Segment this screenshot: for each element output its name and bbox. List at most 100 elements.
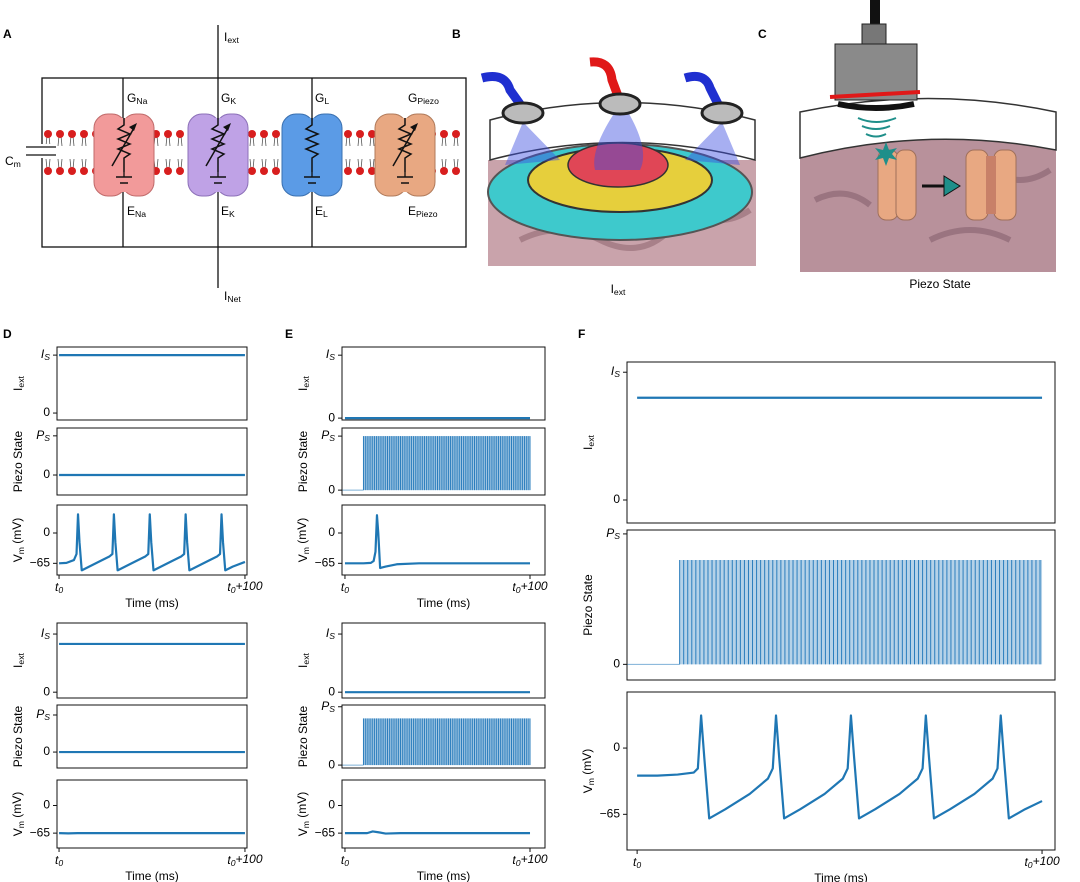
lipid-tail	[345, 135, 351, 170]
y-tick-label: 0	[43, 744, 50, 758]
y-axis-label: Vm (mV)	[10, 792, 26, 837]
reversal-label: EK	[221, 204, 235, 219]
lipid-tail	[441, 135, 447, 170]
transducer-neck	[861, 23, 887, 47]
y-tick-label-base: I	[41, 626, 45, 640]
reversal-label: EPiezo	[408, 204, 438, 219]
x-tick-label-base: t	[1024, 855, 1028, 869]
y-axis-label-sub: m	[301, 821, 311, 828]
y-tick-label-base: I	[326, 347, 330, 361]
capacitance-label-base: C	[5, 154, 14, 168]
y-axis-label: Iext	[11, 652, 26, 667]
y-tick-label-base: P	[321, 428, 329, 442]
y-tick-label: 0	[328, 684, 335, 698]
stimulus-star	[875, 142, 897, 166]
x-tick-label-sub: 0	[344, 585, 349, 595]
lipid-head	[164, 167, 172, 175]
lipid-tail	[153, 135, 159, 170]
lipid-tail	[261, 135, 267, 170]
y-tick-label: 0	[43, 525, 50, 539]
axes-frame	[341, 346, 546, 421]
resistor	[116, 118, 132, 172]
x-tick-label: t0+100	[512, 852, 547, 868]
lipid-head	[452, 130, 460, 138]
y-axis-label-base: V	[11, 554, 25, 562]
current-label-sub: Net	[227, 294, 241, 304]
reversal-label-sub: K	[229, 209, 235, 219]
lipid-head	[176, 167, 184, 175]
y-tick-label-sub: S	[329, 433, 335, 443]
lipid-tail	[45, 135, 51, 170]
y-axis-label: Piezo State	[581, 574, 595, 636]
lipid-head	[260, 167, 268, 175]
lipid-head	[452, 167, 460, 175]
axes-frame	[56, 622, 248, 699]
y-tick-label: 0	[43, 405, 50, 419]
lipid-tail	[369, 135, 375, 170]
x-tick-label-tail: +100	[521, 852, 548, 866]
y-axis-label-base: I	[296, 665, 310, 668]
y-tick-label-sub: S	[44, 352, 50, 362]
lipid-head	[368, 167, 376, 175]
channel-core	[298, 118, 326, 192]
conductance-label: GK	[221, 91, 236, 106]
brain-tissue	[800, 140, 1056, 272]
axes-frame	[56, 346, 248, 421]
current-label: INet	[224, 289, 241, 304]
axes-frame	[341, 704, 546, 769]
lipid-head	[44, 167, 52, 175]
lipid-head	[68, 130, 76, 138]
y-axis-label: Vm (mV)	[295, 792, 311, 837]
lipid-head	[80, 167, 88, 175]
transducer-band	[829, 90, 921, 99]
lipid-head	[440, 130, 448, 138]
conductance-label-sub: K	[230, 96, 236, 106]
variable-arrow	[111, 127, 135, 167]
lipid-tail	[453, 135, 459, 170]
y-axis-label: Piezo State	[11, 430, 25, 492]
reversal-label-sub: Piezo	[416, 209, 438, 219]
y-tick-label: 0	[613, 492, 620, 506]
x-tick-label-base: t	[633, 855, 637, 869]
y-tick-label-sub: S	[329, 631, 335, 641]
variable-arrow-head	[410, 123, 418, 131]
axes-frame	[626, 529, 1056, 681]
trace	[637, 714, 1043, 820]
y-tick-label: −65	[315, 825, 336, 839]
y-axis-label-base: V	[296, 828, 310, 836]
field-inner	[567, 142, 669, 188]
y-axis-label-sub: ext	[301, 375, 311, 387]
capacitance-label: Cm	[5, 154, 21, 169]
y-tick-label-sub: S	[44, 433, 50, 443]
y-tick-label: PS	[606, 526, 620, 541]
current-paths	[505, 112, 740, 170]
lipid-head	[56, 130, 64, 138]
y-tick-label: 0	[328, 525, 335, 539]
axes-frame	[56, 779, 248, 849]
x-axis-label: Time (ms)	[417, 596, 471, 610]
axes-frame	[341, 504, 546, 576]
x-tick-label-sub: 0	[58, 858, 63, 868]
y-axis-label: Vm (mV)	[10, 518, 26, 563]
lipid-tail	[165, 135, 171, 170]
variable-arrow	[392, 127, 416, 167]
lipid-tail	[273, 135, 279, 170]
y-tick-label: 0	[43, 684, 50, 698]
panel-caption-base: I	[611, 282, 614, 296]
x-tick-label-tail: +100	[1033, 854, 1060, 868]
x-tick-label-sub: 0	[231, 585, 236, 595]
y-axis-label-base: I	[11, 388, 25, 391]
y-axis-label: Iext	[296, 652, 311, 667]
wire	[480, 72, 524, 107]
reversal-label-base: E	[221, 204, 229, 218]
x-tick-label-tail: +100	[236, 852, 263, 866]
lipid-head	[248, 130, 256, 138]
capacitance-label-sub: m	[14, 159, 21, 169]
panel-label: B	[452, 27, 461, 41]
y-tick-label-base: I	[41, 347, 45, 361]
y-tick-label: 0	[43, 798, 50, 812]
y-tick-label: IS	[326, 347, 335, 362]
